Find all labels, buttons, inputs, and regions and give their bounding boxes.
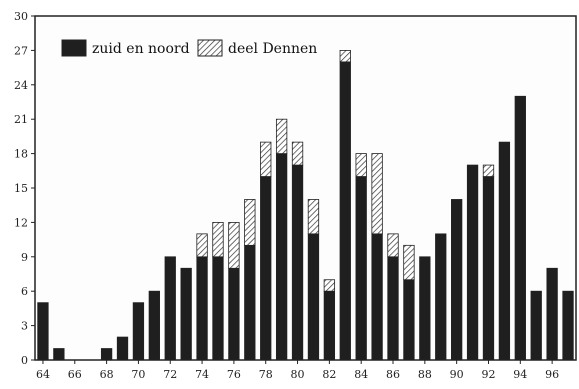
legend-swatch-deel-dennen — [197, 39, 223, 57]
legend: zuid en noord deel Dennen — [61, 39, 317, 57]
x-tick-label: 96 — [545, 368, 559, 381]
bar-zuid-en-noord-68 — [100, 348, 113, 361]
x-tick-label: 78 — [259, 368, 273, 381]
x-tick-label: 88 — [418, 368, 432, 381]
bar-deel-dennen-84 — [355, 153, 367, 177]
bar-deel-dennen-76 — [228, 221, 240, 269]
bar-deel-dennen-74 — [196, 233, 208, 258]
x-tick-label: 82 — [322, 368, 336, 381]
plot-area — [34, 15, 577, 361]
x-tick-label: 80 — [291, 368, 305, 381]
bar-deel-dennen-83 — [339, 50, 351, 63]
bar-zuid-en-noord-83 — [339, 61, 351, 361]
bar-zuid-en-noord-77 — [244, 244, 256, 361]
bar-zuid-en-noord-75 — [212, 256, 224, 361]
bar-deel-dennen-80 — [291, 141, 304, 166]
y-tick-label: 21 — [14, 113, 28, 126]
x-tick-label: 94 — [513, 368, 527, 381]
x-tick-label: 90 — [450, 368, 464, 381]
bar-deel-dennen-86 — [387, 233, 399, 258]
y-tick-label: 9 — [21, 251, 28, 264]
bar-zuid-en-noord-94 — [514, 95, 526, 361]
bar-zuid-en-noord-64 — [37, 302, 49, 361]
bar-deel-dennen-75 — [212, 221, 224, 258]
bar-deel-dennen-92 — [482, 164, 495, 177]
x-tick-label: 72 — [163, 368, 177, 381]
y-tick-label: 15 — [14, 182, 28, 195]
x-tick-label: 66 — [68, 368, 82, 381]
y-axis: 0 3 6 9 12 15 18 21 24 27 30 — [14, 10, 35, 367]
bar-zuid-en-noord-93 — [498, 141, 511, 361]
bar-zuid-en-noord-70 — [132, 302, 145, 361]
legend-label-deel-dennen: deel Dennen — [228, 41, 317, 57]
bar-series-group — [37, 50, 574, 361]
y-tick-label: 6 — [21, 285, 28, 298]
bar-zuid-en-noord-87 — [403, 279, 415, 361]
bar-deel-dennen-78 — [260, 141, 272, 177]
bar-zuid-en-noord-72 — [164, 256, 176, 361]
x-tick-label: 92 — [481, 368, 495, 381]
bar-zuid-en-noord-91 — [466, 164, 479, 361]
x-tick-label: 84 — [354, 368, 368, 381]
x-tick-label: 86 — [386, 368, 400, 381]
x-axis: 64 66 68 70 72 74 76 78 80 82 84 86 88 90 92 94 96 — [36, 360, 559, 381]
bar-zuid-en-noord-89 — [435, 233, 447, 361]
y-tick-label: 18 — [14, 148, 28, 161]
x-tick-label: 74 — [195, 368, 209, 381]
bar-zuid-en-noord-81 — [307, 233, 320, 361]
y-tick-label: 30 — [14, 10, 28, 23]
bar-deel-dennen-81 — [307, 199, 320, 235]
bar-zuid-en-noord-78 — [260, 176, 272, 361]
bar-zuid-en-noord-84 — [355, 176, 367, 361]
legend-label-zuid-en-noord: zuid en noord — [92, 41, 190, 57]
bar-zuid-en-noord-80 — [291, 164, 304, 361]
x-tick-label: 70 — [131, 368, 145, 381]
bar-zuid-en-noord-74 — [196, 256, 208, 361]
legend-swatch-zuid-en-noord — [61, 39, 87, 57]
bar-zuid-en-noord-65 — [53, 348, 65, 361]
y-tick-label: 27 — [14, 44, 28, 57]
x-tick-label: 68 — [100, 368, 114, 381]
bar-zuid-en-noord-85 — [371, 233, 383, 361]
y-tick-label: 3 — [21, 320, 28, 333]
y-tick-label: 12 — [14, 216, 28, 229]
bar-zuid-en-noord-88 — [419, 256, 431, 361]
bar-zuid-en-noord-90 — [451, 199, 463, 361]
bar-zuid-en-noord-73 — [180, 267, 192, 361]
bar-deel-dennen-87 — [403, 244, 415, 281]
bar-deel-dennen-82 — [323, 279, 336, 292]
y-tick-label: 24 — [14, 79, 28, 92]
bar-deel-dennen-79 — [275, 118, 288, 154]
bar-zuid-en-noord-82 — [323, 290, 336, 361]
bar-zuid-en-noord-92 — [482, 176, 495, 361]
bar-zuid-en-noord-71 — [148, 290, 160, 361]
y-tick-label: 0 — [21, 354, 28, 367]
bar-zuid-en-noord-86 — [387, 256, 399, 361]
bar-zuid-en-noord-79 — [275, 153, 288, 361]
x-tick-label: 64 — [36, 368, 50, 381]
bar-zuid-en-noord-95 — [530, 290, 542, 361]
bar-zuid-en-noord-76 — [228, 267, 240, 361]
bar-zuid-en-noord-69 — [116, 336, 129, 361]
bar-zuid-en-noord-96 — [546, 267, 558, 361]
bar-deel-dennen-77 — [244, 199, 256, 246]
bar-zuid-en-noord-97 — [562, 290, 574, 361]
x-tick-label: 76 — [227, 368, 241, 381]
bar-deel-dennen-85 — [371, 153, 383, 235]
